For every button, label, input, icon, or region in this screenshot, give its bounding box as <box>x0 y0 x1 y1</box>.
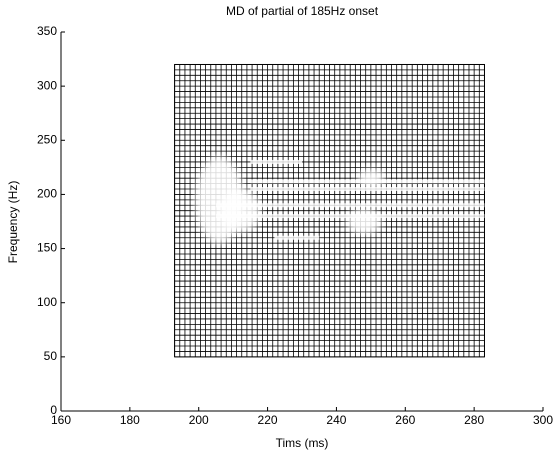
chart-title: MD of partial of 185Hz onset <box>226 4 379 18</box>
x-tick-label: 300 <box>533 413 553 427</box>
x-tick-label: 260 <box>395 413 415 427</box>
blob <box>346 208 382 235</box>
y-tick-label: 250 <box>37 132 57 146</box>
ridge <box>250 179 485 184</box>
x-tick-label: 180 <box>120 413 140 427</box>
ridge <box>274 235 320 240</box>
x-tick-label: 160 <box>51 413 71 427</box>
blob <box>219 189 261 233</box>
y-tick-label: 200 <box>37 187 57 201</box>
x-axis-label: Tims (ms) <box>276 436 329 450</box>
y-tick-label: 150 <box>37 241 57 255</box>
y-tick-label: 300 <box>37 78 57 92</box>
x-tick-label: 280 <box>464 413 484 427</box>
ridge <box>250 187 485 192</box>
y-tick-label: 50 <box>44 349 58 363</box>
y-axis-label: Frequency (Hz) <box>6 181 20 264</box>
ridge <box>250 159 302 164</box>
mesh-border <box>174 63 485 358</box>
blob <box>357 169 385 187</box>
x-tick-label: 200 <box>189 413 209 427</box>
ridge <box>215 214 485 219</box>
y-tick-label: 0 <box>50 403 57 417</box>
y-tick-label: 350 <box>37 24 57 38</box>
y-tick-label: 100 <box>37 295 57 309</box>
ridge <box>215 203 485 208</box>
highlights <box>195 156 385 244</box>
x-tick-label: 240 <box>326 413 346 427</box>
x-tick-label: 220 <box>258 413 278 427</box>
